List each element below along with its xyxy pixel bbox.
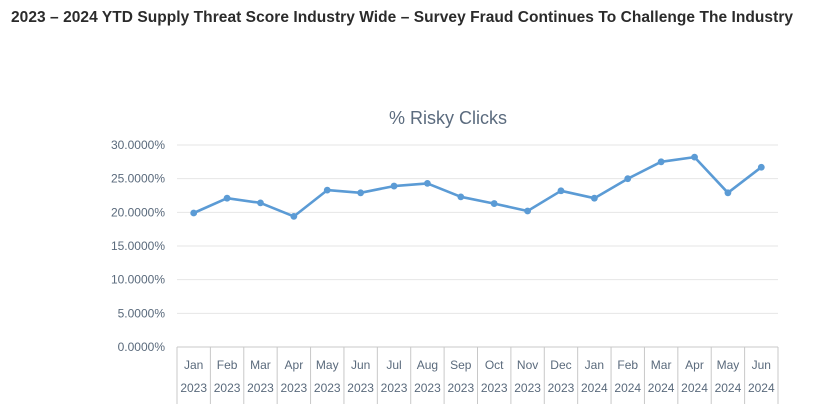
x-tick-month-label: Feb — [617, 358, 638, 372]
data-point[interactable] — [390, 182, 398, 190]
x-tick-year-label: 2023 — [314, 381, 341, 395]
data-point[interactable] — [257, 199, 264, 207]
x-axis — [176, 346, 779, 404]
x-tick-year-label: 2023 — [281, 381, 308, 395]
x-tick-month-label: May — [717, 358, 740, 372]
x-tick-month-label: Jan — [585, 358, 604, 372]
x-tick-month-label: Feb — [217, 358, 238, 372]
x-tick-year-label: 2023 — [447, 381, 474, 395]
x-tick-month-label: Apr — [285, 358, 304, 372]
y-tick-label: 20.0000% — [111, 205, 165, 219]
x-tick-year-label: 2023 — [548, 381, 575, 395]
x-tick-month-label: Jan — [184, 358, 203, 372]
x-tick-month-label: Jul — [386, 358, 401, 372]
page-title: 2023 – 2024 YTD Supply Threat Score Indu… — [11, 9, 794, 26]
x-tick-year-label: 2024 — [681, 381, 708, 395]
data-point[interactable] — [757, 163, 765, 171]
x-tick-year-label: 2024 — [748, 381, 775, 395]
x-tick-year-label: 2023 — [247, 381, 274, 395]
series-risky-clicks — [190, 153, 765, 220]
x-tick-year-label: 2024 — [715, 381, 742, 395]
x-tick-month-label: Nov — [517, 358, 538, 372]
y-tick-label: 10.0000% — [111, 273, 165, 287]
x-tick-month-label: Oct — [485, 358, 504, 372]
y-tick-label: 25.0000% — [111, 172, 165, 186]
x-tick-year-label: 2024 — [648, 381, 675, 395]
data-point[interactable] — [624, 175, 632, 183]
data-point[interactable] — [323, 186, 331, 194]
data-point[interactable] — [290, 212, 298, 220]
data-point[interactable] — [590, 194, 598, 202]
x-tick-month-label: Aug — [417, 358, 438, 372]
y-tick-label: 0.0000% — [118, 340, 166, 354]
chart-title: % Risky Clicks — [389, 108, 507, 128]
x-tick-month-label: Mar — [651, 358, 672, 372]
data-point[interactable] — [357, 189, 365, 197]
x-tick-year-label: 2023 — [481, 381, 508, 395]
data-point[interactable] — [724, 189, 732, 197]
data-point[interactable] — [524, 207, 531, 215]
x-tick-year-label: 2023 — [214, 381, 241, 395]
x-tick-month-label: Dec — [550, 358, 571, 372]
y-tick-label: 5.0000% — [118, 306, 166, 320]
x-tick-year-label: 2024 — [581, 381, 608, 395]
y-tick-label: 15.0000% — [111, 239, 165, 253]
x-tick-year-label: 2023 — [381, 381, 408, 395]
series-line — [192, 155, 763, 218]
x-tick-month-label: Jun — [752, 358, 771, 372]
y-tick-label: 30.0000% — [111, 138, 165, 152]
data-point[interactable] — [691, 153, 698, 161]
data-point[interactable] — [457, 193, 465, 201]
data-point[interactable] — [657, 158, 665, 166]
x-tick-year-label: 2024 — [614, 381, 641, 395]
x-tick-year-label: 2023 — [514, 381, 541, 395]
x-tick-year-label: 2023 — [414, 381, 441, 395]
x-tick-month-label: Jun — [351, 358, 370, 372]
data-point[interactable] — [424, 179, 431, 187]
x-tick-year-label: 2023 — [347, 381, 374, 395]
x-tick-month-label: Mar — [250, 358, 271, 372]
x-tick-month-label: Apr — [685, 358, 704, 372]
data-point[interactable] — [490, 200, 498, 207]
x-axis-labels: Jan 2023 Feb 2023 Mar 2023 Apr 2023 May 2023 Jun 20… — [180, 358, 775, 395]
x-tick-year-label: 2023 — [180, 381, 207, 395]
data-point[interactable] — [223, 194, 231, 202]
data-point[interactable] — [557, 187, 565, 195]
x-tick-month-label: Sep — [450, 358, 472, 372]
data-point[interactable] — [190, 209, 198, 217]
x-tick-month-label: May — [316, 358, 339, 372]
y-axis-labels: 0.0000% 5.0000% 10.0000% 15.0000% 20.0000% 25… — [111, 138, 165, 354]
grid-lines — [177, 144, 778, 314]
